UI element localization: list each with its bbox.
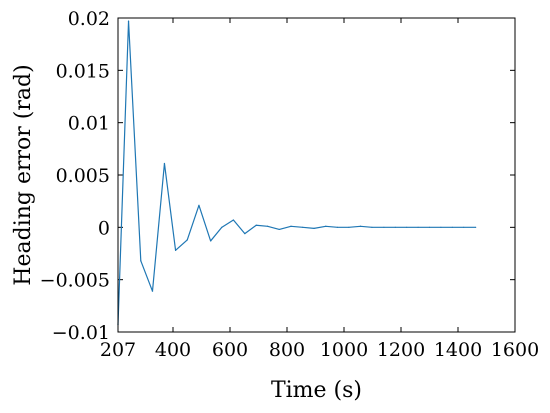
data-point (383, 226, 385, 228)
data-point (221, 226, 223, 228)
y-tick-label: 0.005 (56, 165, 110, 187)
heading-error-series-line (117, 20, 476, 325)
data-point (406, 226, 408, 228)
data-point (451, 226, 453, 228)
y-axis: −0.01 −0.005 0 0.005 0.01 0.015 0.02 (40, 8, 515, 344)
data-point (232, 219, 235, 221)
x-tick-label: 1200 (377, 339, 425, 361)
data-point (348, 226, 350, 228)
data-point (463, 226, 465, 228)
y-tick-label: 0.01 (68, 113, 110, 135)
data-point (290, 225, 292, 227)
x-tick-label: 800 (269, 339, 305, 361)
y-tick-label: 0.02 (68, 8, 110, 30)
x-tick-label: 207 (100, 339, 136, 361)
data-point (336, 226, 339, 228)
x-axis-label: Time (s) (271, 378, 362, 403)
data-point (255, 224, 257, 226)
data-point (394, 226, 396, 228)
data-point (302, 226, 304, 228)
y-axis-label: Heading error (rad) (11, 64, 36, 285)
x-tick-label: 600 (212, 339, 248, 361)
plot-frame (117, 17, 516, 333)
data-point (359, 225, 362, 227)
x-axis: 207 400 600 800 1000 1200 1400 1600 (100, 18, 539, 361)
y-tick-label: 0 (98, 217, 110, 239)
data-point (417, 226, 419, 228)
data-point (151, 290, 154, 292)
data-point (440, 226, 442, 228)
x-tick-label: 1600 (491, 339, 539, 361)
data-point (267, 225, 269, 227)
data-point (140, 260, 142, 262)
data-point (278, 228, 280, 231)
y-tick-label: −0.005 (40, 270, 110, 292)
data-point (428, 226, 431, 228)
x-tick-label: 1000 (320, 339, 368, 361)
x-tick-label: 1400 (434, 339, 482, 361)
data-point (163, 162, 166, 165)
data-point (186, 239, 188, 241)
data-point (325, 225, 327, 227)
data-point (210, 240, 212, 242)
data-point (244, 233, 246, 235)
data-point (174, 249, 177, 251)
y-tick-label: −0.01 (52, 322, 110, 344)
data-point (313, 227, 315, 229)
data-point (475, 226, 477, 228)
data-point (127, 20, 130, 22)
data-point (371, 226, 373, 228)
x-tick-label: 400 (155, 339, 191, 361)
data-point (198, 204, 200, 206)
y-tick-label: 0.015 (56, 60, 110, 82)
plot-area (117, 20, 477, 326)
